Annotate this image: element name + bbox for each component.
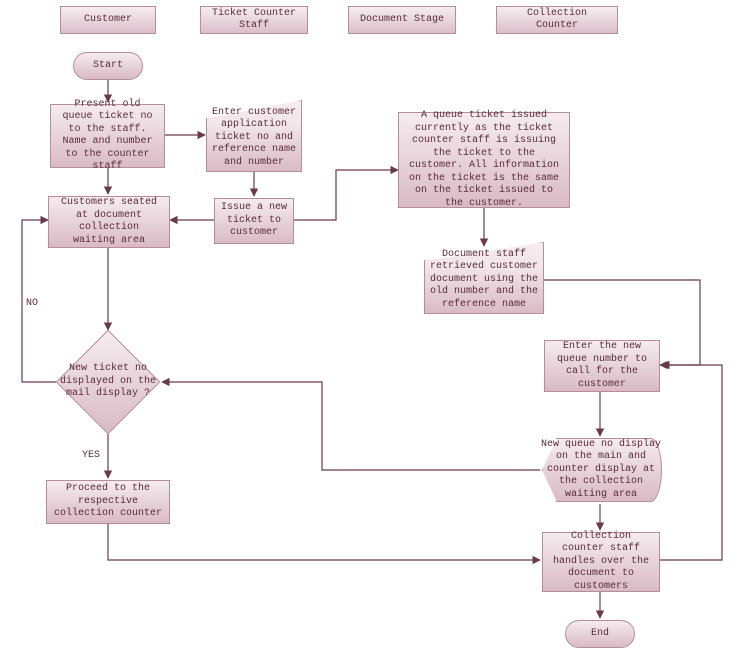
node-enter-app [206, 118, 302, 172]
edge-label-no: NO [26, 298, 38, 309]
node-handover: Collection counter staff handles over th… [542, 532, 660, 592]
node-enter-new-q: Enter the new queue number to call for t… [544, 340, 660, 392]
start-terminator: Start [73, 52, 143, 80]
edge-label-yes: YES [82, 450, 100, 461]
lane-header-customer: Customer [60, 6, 156, 34]
lane-header-ticket-staff: Ticket Counter Staff [200, 6, 308, 34]
node-seated: Customers seated at document collection … [48, 196, 170, 248]
node-issue-ticket: Issue a new ticket to customer [214, 198, 294, 244]
end-terminator: End [565, 620, 635, 648]
node-new-q-display [556, 438, 644, 502]
lane-header-document-stage: Document Stage [348, 6, 456, 34]
node-present-old: Present old queue ticket no to the staff… [50, 104, 165, 168]
lane-header-collection-counter: Collection Counter [496, 6, 618, 34]
node-proceed: Proceed to the respective collection cou… [46, 480, 170, 524]
node-decision [56, 330, 161, 435]
node-retrieved [424, 260, 544, 314]
node-ticket-issued: A queue ticket issued currently as the t… [398, 112, 570, 208]
